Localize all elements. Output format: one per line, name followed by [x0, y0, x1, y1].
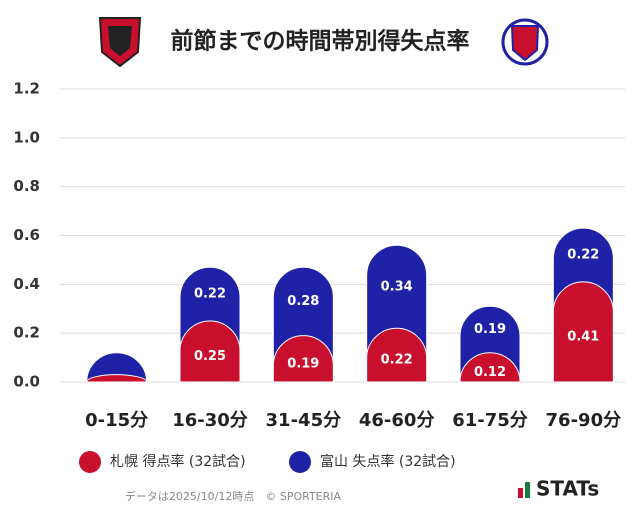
value-label: 0.22 — [381, 353, 413, 368]
y-tick-label: 0.4 — [13, 275, 40, 293]
brand-logo — [518, 482, 530, 498]
x-tick-label: 61-75分 — [452, 410, 528, 431]
brand: STATs — [536, 477, 599, 501]
bar — [179, 320, 241, 383]
x-tick-label: 0-15分 — [85, 410, 148, 431]
legend-marker — [289, 451, 311, 473]
legend-label: 富山 失点率 (32試合) — [320, 453, 456, 470]
value-label: 0.22 — [567, 248, 599, 263]
y-tick-label: 0.6 — [13, 226, 40, 244]
bar — [459, 352, 521, 383]
bar — [272, 335, 334, 383]
y-tick-label: 1.0 — [13, 128, 40, 146]
x-tick-label: 76-90分 — [546, 410, 622, 431]
value-label: 0.28 — [287, 294, 319, 309]
value-label: 0.19 — [287, 356, 319, 371]
value-label: 0.34 — [381, 279, 413, 294]
value-label: 0.41 — [567, 329, 599, 344]
chart-title: 前節までの時間帯別得失点率 — [171, 28, 470, 55]
bar — [86, 352, 148, 383]
away-logo — [501, 18, 549, 66]
bar — [86, 374, 148, 383]
value-label: 0.19 — [474, 322, 506, 337]
y-tick-label: 1.2 — [13, 80, 40, 98]
legend-marker — [79, 451, 101, 473]
value-label: 0.25 — [194, 349, 226, 364]
home-logo — [98, 17, 142, 68]
x-tick-label: 31-45分 — [266, 410, 342, 431]
value-label: 0.12 — [474, 365, 506, 380]
bar — [366, 327, 428, 383]
y-tick-label: 0.8 — [13, 177, 40, 195]
x-tick-label: 16-30分 — [172, 410, 248, 431]
y-tick-label: 0.2 — [13, 324, 40, 342]
y-tick-label: 0.0 — [13, 373, 40, 391]
x-tick-label: 46-60分 — [359, 410, 435, 431]
legend-label: 札幌 得点率 (32試合) — [110, 453, 246, 470]
bar — [552, 281, 614, 383]
footer: データは2025/10/12時点 © SPORTERIA — [125, 489, 342, 503]
value-label: 0.22 — [194, 287, 226, 302]
